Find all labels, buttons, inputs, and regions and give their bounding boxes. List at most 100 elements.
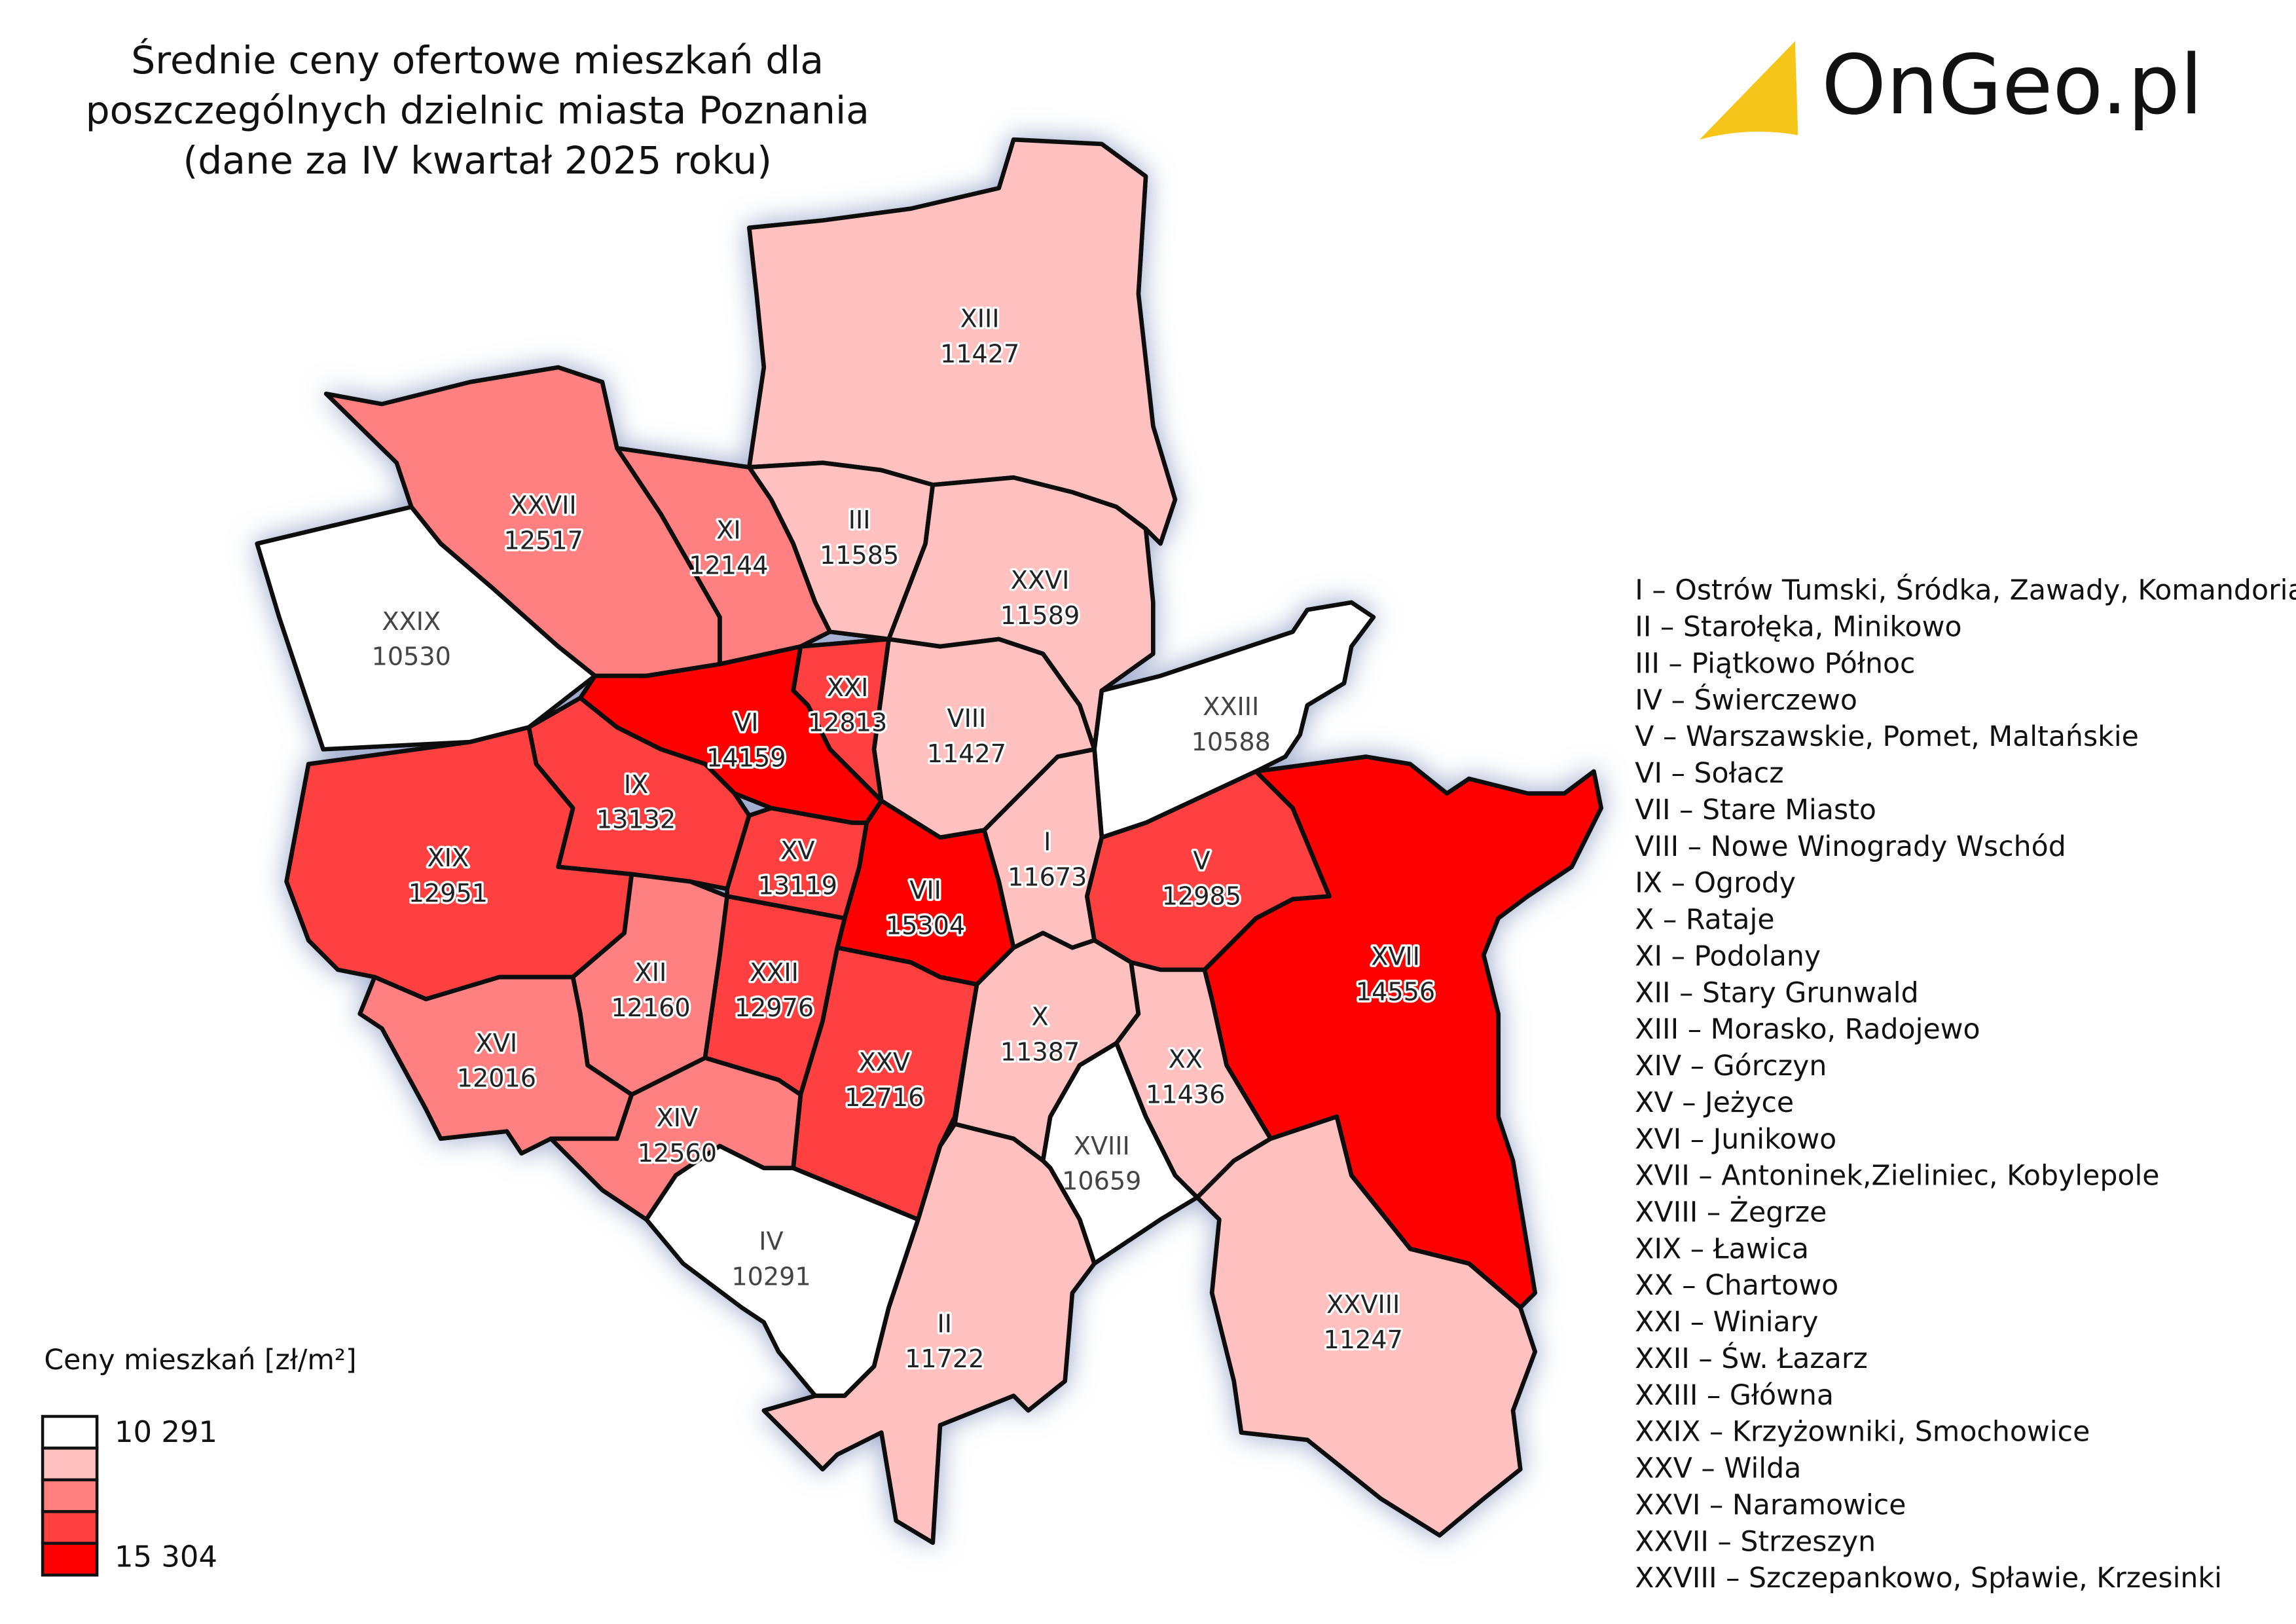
district-name: XVIII – Żegrze [1635,1195,1827,1228]
district-name: XX – Chartowo [1635,1269,1838,1302]
district-value: 13119 [758,872,837,900]
district-name: XXVI – Naramowice [1635,1488,1906,1521]
district-id: XXVI [1011,566,1070,595]
district-id: XXVIII [1326,1290,1400,1319]
district-value: 12160 [611,993,690,1022]
district-value: 14159 [706,744,786,773]
district-id: XVI [476,1029,517,1058]
district [255,504,598,752]
district-name: XIII – Morasko, Radojewo [1635,1013,1980,1046]
district-value: 11585 [820,541,899,570]
district-value: 12016 [457,1064,536,1093]
district-name: XI – Podolany [1635,940,1821,972]
district [1195,1114,1538,1538]
district-name: II – Starołęka, Minikowo [1635,611,1961,644]
district-name: IX – Ogrody [1635,867,1796,900]
district-value: 12976 [735,993,814,1022]
district-value: 12985 [1162,881,1241,910]
district-id: XV [780,836,814,865]
legend-swatch [41,1478,99,1513]
district-value: 11427 [927,739,1006,768]
district-id: VI [734,709,758,737]
district-id: VIII [947,704,986,733]
district-id: XIX [428,843,469,872]
district-name: XXIX – Krzyżowniki, Smochowice [1635,1416,2090,1449]
district-name: XII – Stary Grunwald [1635,976,1918,1009]
district-id: IX [624,770,648,799]
district-value: 11722 [905,1344,984,1373]
district-id: XXV [859,1048,910,1077]
district-value: 11673 [1008,862,1087,891]
district-value: 11589 [1000,601,1080,630]
district-value: 12144 [689,551,768,580]
district-id: XX [1169,1044,1203,1073]
title: Średnie ceny ofertowe mieszkań dla poszc… [86,37,869,183]
district-id: XVIII [1074,1132,1130,1160]
district [1040,1041,1200,1266]
district-value: 10588 [1192,728,1271,756]
legend-title: Ceny mieszkań [zł/m²] [44,1344,356,1376]
district-id: XII [635,958,667,987]
district-id: I [1044,827,1051,856]
district-value: 13132 [596,805,676,834]
title-line: (dane za IV kwartał 2025 roku) [183,138,771,183]
district-name: XXI – Winiary [1635,1306,1818,1338]
district-value: 10530 [372,642,451,671]
district-name: VII – Stare Miasto [1635,794,1876,826]
logo-text: OnGeo.pl [1821,37,2202,133]
district-map [255,137,1604,1545]
district-value: 12813 [808,709,887,737]
district-value: 11427 [940,339,1019,368]
district [761,1122,1097,1545]
district-value: 11247 [1324,1325,1403,1354]
legend-max: 15 304 [115,1540,217,1574]
district-value: 15304 [886,911,965,940]
legend-swatch [41,1510,99,1545]
district-id: II [937,1309,952,1338]
district-id: XI [716,516,740,545]
district-id: XXIII [1203,692,1259,721]
district-name: X – Rataje [1635,904,1774,936]
district-name: XVII – Antoninek,Zieliniec, Kobylepole [1635,1160,2159,1192]
district-name: XXIII – Główna [1635,1379,1834,1412]
district-name: XXVIII – Szczepankowo, Spławie, Krzesink… [1635,1562,2222,1595]
district-id: XVII [1371,942,1420,970]
district-id: XXI [827,673,868,702]
district-name: XV – Jeżyce [1635,1086,1794,1119]
district-name: IV – Świerczewo [1635,683,1857,716]
district-name: V – Warszawskie, Pomet, Maltańskie [1635,720,2139,753]
district-name: XXV – Wilda [1635,1452,1801,1485]
district-labels: XIII11427XXVII12517XXIX10530XI12144III11… [372,302,1438,1375]
district-id: X [1032,1002,1049,1031]
legend: Ceny mieszkań [zł/m²] 10 291 15 304 [41,1344,357,1577]
district-name: III – Piątkowo Północ [1635,647,1915,680]
district-id: V [1193,847,1210,876]
district-name: VIII – Nowe Winogrady Wschód [1635,830,2066,863]
district-id: XXIX [382,607,441,636]
district-value: 12951 [409,879,488,908]
legend-min: 10 291 [115,1414,217,1449]
logo-icon [1700,41,1798,140]
district-name: XXII – Św. Łazarz [1635,1342,1868,1375]
district-id: XXII [750,958,799,987]
legend-swatch [41,1541,99,1577]
district-name: XXVII – Strzeszyn [1635,1525,1876,1558]
title-line: poszczególnych dzielnic miasta Poznania [86,88,869,132]
district-name: XIV – Górczyn [1635,1050,1827,1082]
district-value: 12517 [504,526,583,555]
district-id: VII [909,876,941,904]
legend-swatch [41,1414,99,1450]
district-value: 11436 [1146,1080,1225,1109]
district-id: XIII [960,304,1000,333]
legend-swatch [41,1447,99,1482]
district-name: VI – Sołacz [1635,757,1783,790]
district-name: I – Ostrów Tumski, Śródka, Zawady, Koman… [1635,574,2296,607]
district-value: 12560 [638,1139,717,1168]
district-value: 11387 [1000,1037,1080,1066]
district-names: I – Ostrów Tumski, Śródka, Zawady, Koman… [1635,574,2296,1595]
district-name: XIX – Ławica [1635,1232,1809,1265]
district-value: 14556 [1356,977,1435,1006]
district-value: 12716 [845,1083,924,1112]
district-id: XIV [657,1103,698,1132]
